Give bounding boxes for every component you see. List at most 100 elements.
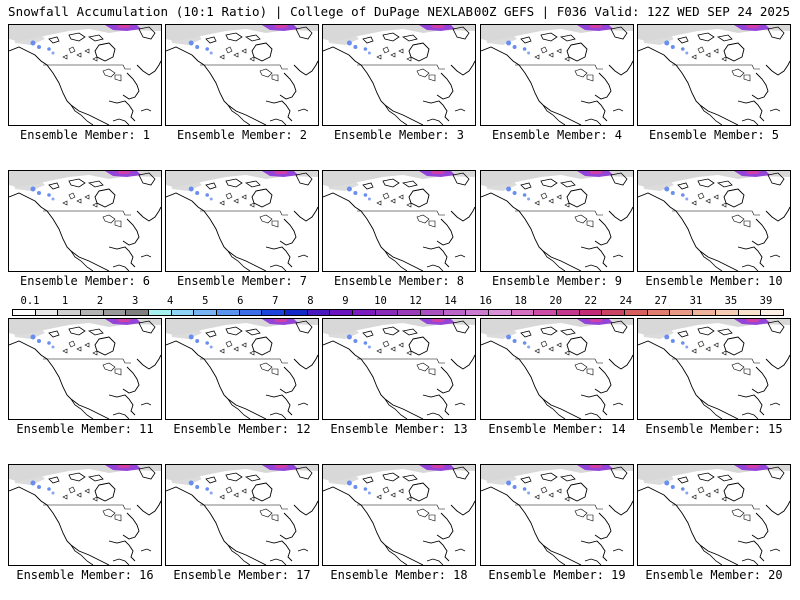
snowfall-map: [322, 464, 476, 566]
snowfall-map: [322, 318, 476, 420]
colorbar-cell: [421, 310, 444, 315]
colorbar-tick-label: 1: [61, 295, 69, 307]
snowfall-map: [8, 318, 162, 420]
colorbar-cell: [443, 310, 467, 315]
snowfall-map: [480, 24, 634, 126]
member-label: Ensemble Member: 11: [16, 422, 154, 436]
member-label: Ensemble Member: 7: [176, 274, 308, 288]
colorbar-tick-label: 5: [202, 295, 209, 307]
member-label: Ensemble Member: 15: [645, 422, 783, 436]
colorbar-tick-label: 4: [167, 295, 174, 307]
colorbar-tick-label: 2: [96, 295, 104, 307]
snowfall-map: [165, 318, 319, 420]
colorbar-cell: [171, 310, 195, 315]
ensemble-panel-5: Ensemble Member: 5: [637, 24, 791, 142]
colorbar-tick-label: 6: [237, 295, 244, 307]
snowfall-map: [637, 24, 791, 126]
ensemble-panel-17: Ensemble Member: 17: [165, 464, 319, 582]
colorbar-cell: [330, 310, 354, 315]
colorbar-cell: [58, 310, 82, 315]
snowfall-map: [480, 170, 634, 272]
colorbar-cell: [239, 310, 263, 315]
colorbar-tick-label: 20: [549, 295, 563, 307]
ensemble-panel-11: Ensemble Member: 11: [8, 318, 162, 436]
colorbar-tick-label: 22: [584, 295, 598, 307]
colorbar-labels: 0.1 1 2 3 4 5 6 7 8 9 10 12 14 16 18 20 22 24 27 31 35 39: [12, 295, 784, 308]
colorbar-cell: [375, 310, 399, 315]
ensemble-panel-8: Ensemble Member: 8: [322, 170, 476, 288]
snowfall-map: [322, 24, 476, 126]
member-label: Ensemble Member: 5: [648, 128, 780, 142]
ensemble-panel-2: Ensemble Member: 2: [165, 24, 319, 142]
ensemble-panel-3: Ensemble Member: 3: [322, 24, 476, 142]
ensemble-panel-7: Ensemble Member: 7: [165, 170, 319, 288]
colorbar-strip: [12, 309, 784, 316]
ensemble-panel-20: Ensemble Member: 20: [637, 464, 791, 582]
colorbar-cell: [13, 310, 36, 315]
colorbar-cell: [489, 310, 512, 315]
snowfall-map: [637, 170, 791, 272]
member-label: Ensemble Member: 13: [330, 422, 468, 436]
member-label: Ensemble Member: 12: [173, 422, 311, 436]
member-label: Ensemble Member: 1: [19, 128, 151, 142]
member-label: Ensemble Member: 6: [19, 274, 151, 288]
colorbar-cell: [149, 310, 172, 315]
snowfall-map: [165, 24, 319, 126]
colorbar-cell: [715, 310, 739, 315]
member-label: Ensemble Member: 20: [645, 568, 783, 582]
colorbar-cell: [398, 310, 422, 315]
colorbar-tick-label: 12: [409, 295, 422, 307]
colorbar-cell: [557, 310, 580, 315]
colorbar-cell: [353, 310, 376, 315]
colorbar-tick-label: 39: [759, 295, 773, 307]
colorbar-tick-label: 18: [514, 295, 527, 307]
ensemble-panel-18: Ensemble Member: 18: [322, 464, 476, 582]
colorbar-cell: [579, 310, 603, 315]
member-label: Ensemble Member: 4: [491, 128, 623, 142]
ensemble-panel-1: Ensemble Member: 1: [8, 24, 162, 142]
member-label: Ensemble Member: 2: [176, 128, 308, 142]
colorbar-cell: [35, 310, 59, 315]
colorbar-tick-label: 31: [689, 295, 703, 307]
snowfall-map: [8, 24, 162, 126]
ensemble-panel-19: Ensemble Member: 19: [480, 464, 634, 582]
colorbar-cell: [693, 310, 716, 315]
map-title: Snowfall Accumulation (10:1 Ratio) | Col…: [8, 4, 474, 19]
ensemble-panel-4: Ensemble Member: 4: [480, 24, 634, 142]
ensemble-panel-15: Ensemble Member: 15: [637, 318, 791, 436]
colorbar-cell: [126, 310, 150, 315]
colorbar-tick-label: 14: [444, 295, 457, 307]
member-label: Ensemble Member: 18: [330, 568, 468, 582]
colorbar-cell: [466, 310, 490, 315]
colorbar-cell: [307, 310, 331, 315]
colorbar-cell: [285, 310, 308, 315]
ensemble-panel-12: Ensemble Member: 12: [165, 318, 319, 436]
colorbar-tick-label: 35: [724, 295, 738, 307]
member-label: Ensemble Member: 16: [16, 568, 154, 582]
snowfall-map: [165, 170, 319, 272]
colorbar-cell: [647, 310, 671, 315]
colorbar-cell: [625, 310, 648, 315]
colorbar-cell: [761, 310, 783, 315]
colorbar-cell: [602, 310, 626, 315]
snowfall-map: [637, 318, 791, 420]
member-label: Ensemble Member: 8: [333, 274, 465, 288]
colorbar-tick-label: 24: [619, 295, 633, 307]
member-label: Ensemble Member: 19: [488, 568, 626, 582]
ensemble-panel-10: Ensemble Member: 10: [637, 170, 791, 288]
ensemble-panel-9: Ensemble Member: 9: [480, 170, 634, 288]
snowfall-map: [165, 464, 319, 566]
member-label: Ensemble Member: 14: [488, 422, 626, 436]
snowfall-map: [480, 464, 634, 566]
member-label: Ensemble Member: 17: [173, 568, 311, 582]
colorbar-cell: [81, 310, 104, 315]
ensemble-panel-13: Ensemble Member: 13: [322, 318, 476, 436]
colorbar-tick-label: 8: [307, 295, 314, 307]
colorbar-cell: [738, 310, 762, 315]
colorbar-tick-label: 16: [479, 295, 492, 307]
colorbar-tick-label: 3: [131, 295, 139, 307]
snowfall-map: [8, 170, 162, 272]
model-run-info: 00Z GEFS | F036 Valid: 12Z WED SEP 24 20…: [473, 4, 790, 19]
ensemble-panel-16: Ensemble Member: 16: [8, 464, 162, 582]
